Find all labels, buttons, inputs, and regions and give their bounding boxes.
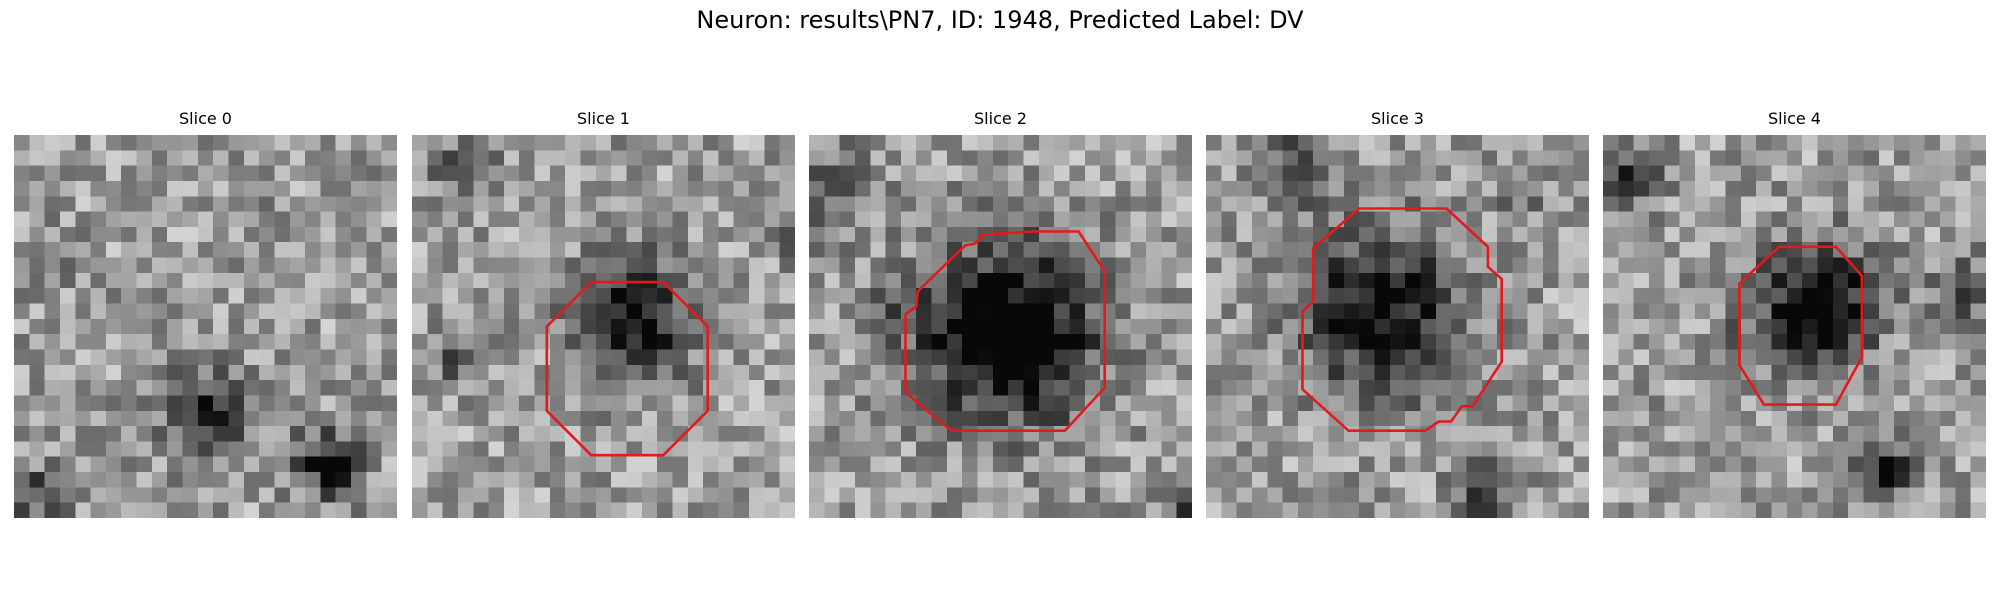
slice-panel-3: Slice 3 — [1206, 106, 1589, 518]
slice-title: Slice 4 — [1768, 109, 1821, 128]
figure-title: Neuron: results\PN7, ID: 1948, Predicted… — [696, 6, 1304, 34]
slice-panel-2: Slice 2 — [809, 106, 1192, 518]
slice-image — [809, 135, 1192, 518]
slice-image — [412, 135, 795, 518]
slice-pixels — [14, 135, 397, 518]
neuron-contour — [1301, 207, 1504, 433]
slice-image — [1206, 135, 1589, 518]
neuron-contour — [904, 230, 1107, 433]
neuron-contour — [545, 280, 710, 457]
neuron-contour — [1738, 245, 1864, 406]
slice-panel-0: Slice 0 — [14, 106, 397, 518]
slice-image — [1603, 135, 1986, 518]
slice-title: Slice 3 — [1371, 109, 1424, 128]
slice-pixels — [1603, 135, 1986, 518]
slice-pixels — [412, 135, 795, 518]
slice-title: Slice 1 — [577, 109, 630, 128]
slice-image — [14, 135, 397, 518]
slice-pixels — [1206, 135, 1589, 518]
slice-panel-4: Slice 4 — [1603, 106, 1986, 518]
slice-title: Slice 2 — [974, 109, 1027, 128]
slice-pixels — [809, 135, 1192, 518]
slice-panel-1: Slice 1 — [412, 106, 795, 518]
slice-title: Slice 0 — [179, 109, 232, 128]
